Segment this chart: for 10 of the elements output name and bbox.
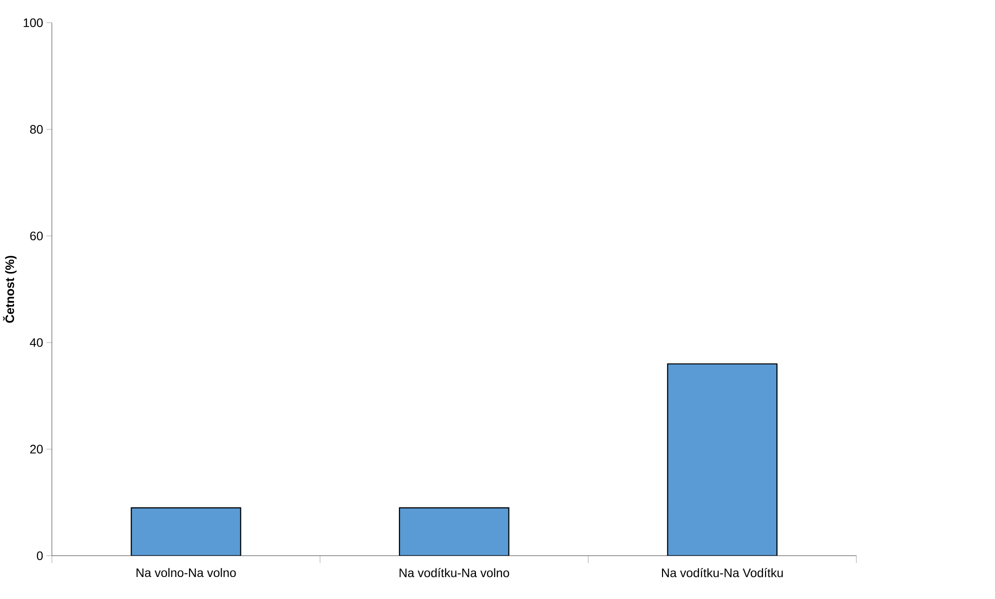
x-tick-label: Na vodítku-Na Vodítku (662, 568, 783, 578)
y-tick-label: 20 (30, 445, 43, 454)
y-axis-title: Četnost (%) (3, 256, 17, 324)
y-tick-label: 40 (30, 338, 43, 348)
y-tick-label: 60 (30, 232, 43, 241)
y-tick-label: 80 (30, 125, 43, 134)
y-tick-label: 0 (36, 552, 43, 560)
x-tick-label: Na vodítku-Na volno (400, 568, 510, 578)
y-tick-label: 100 (24, 18, 43, 28)
x-tick-label: Na volno-Na volno (136, 568, 236, 578)
